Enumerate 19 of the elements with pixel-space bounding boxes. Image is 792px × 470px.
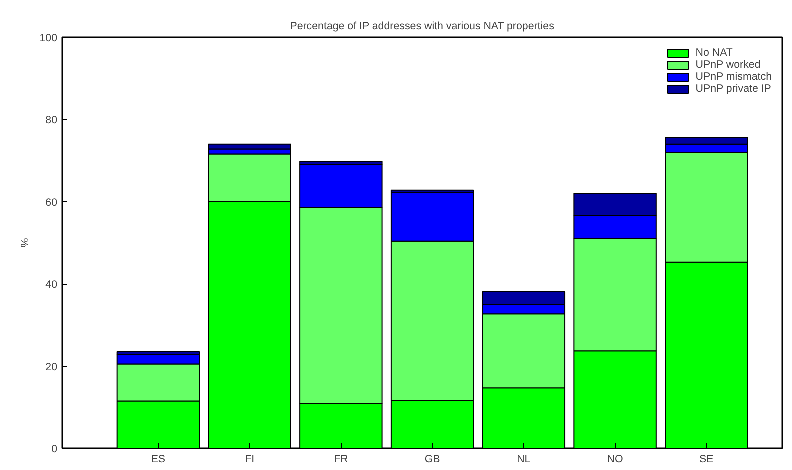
x-tick-label: ES [151,454,166,466]
legend-label: UPnP worked [696,59,761,71]
legend-label: UPnP mismatch [696,71,772,83]
x-tick-label: FI [245,454,255,466]
x-tick-label: SE [700,454,714,466]
x-tick-label: GB [424,454,440,466]
x-tick-label: NL [517,454,531,466]
x-tick-label: NO [607,454,624,466]
y-axis-title: % [20,238,32,248]
y-tick-label: 80 [46,114,58,127]
chart-title: Percentage of IP addresses with various NAT properties [290,20,554,32]
y-tick-label: 0 [52,444,58,456]
legend-label: UPnP private IP [696,83,772,95]
legend-label: No NAT [696,47,733,59]
x-tick-label: FR [334,454,349,466]
y-tick-label: 60 [46,196,58,209]
y-tick-label: 20 [46,361,58,374]
y-tick-label: 40 [46,279,58,292]
y-tick-label: 100 [40,32,58,44]
